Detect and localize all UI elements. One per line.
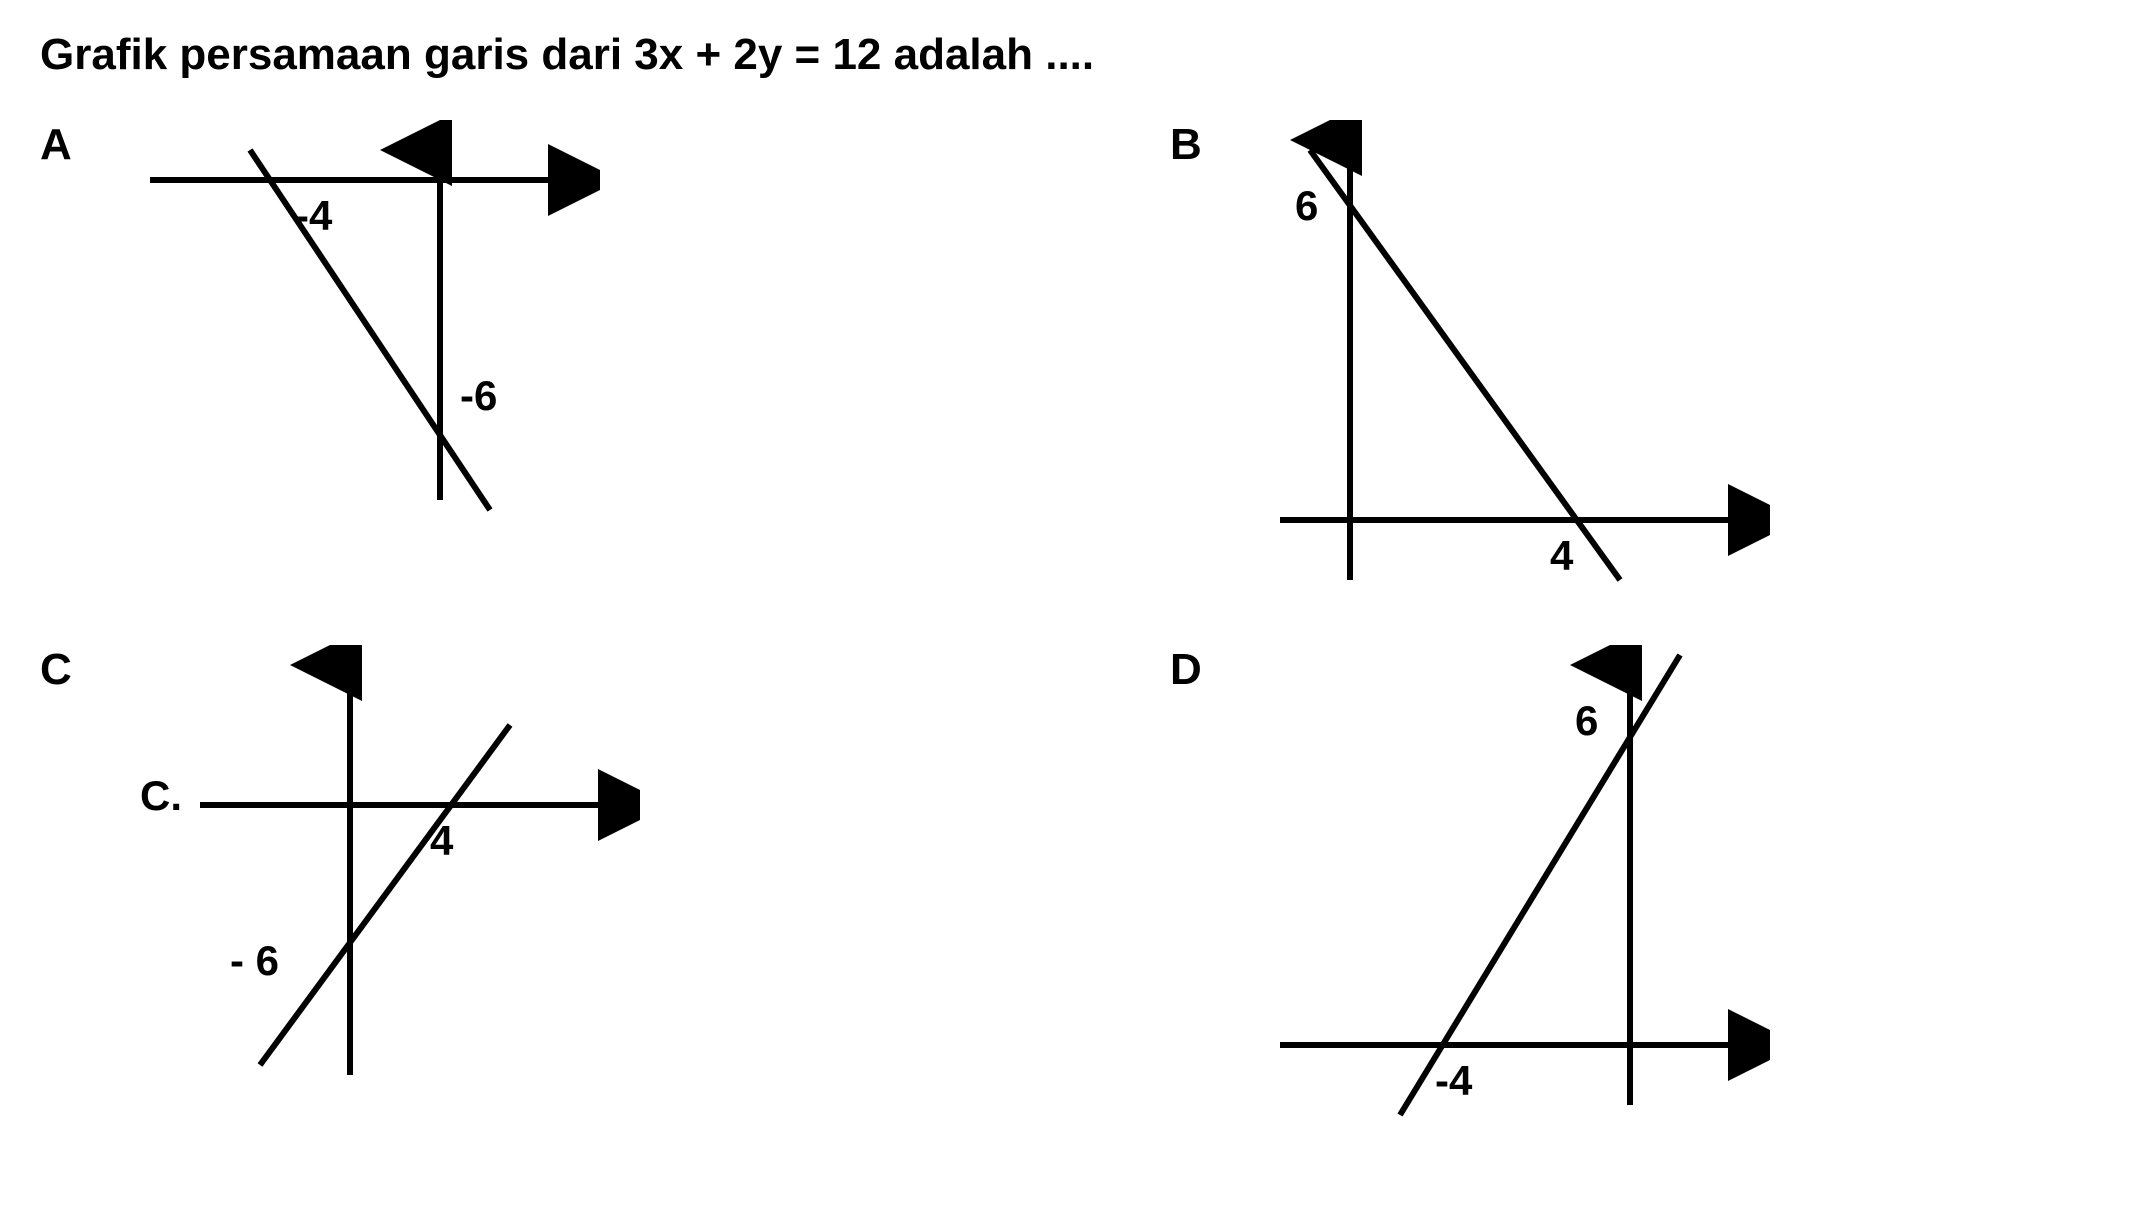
graph-a-xlabel: -4 bbox=[295, 192, 333, 239]
option-d-label: D bbox=[1170, 645, 1210, 695]
graph-a: -4 -6 bbox=[120, 120, 600, 525]
option-c: C C. 4 - 6 bbox=[40, 645, 970, 1130]
graph-c-ylabel: - 6 bbox=[230, 937, 279, 984]
option-a: A -4 -6 bbox=[40, 120, 970, 605]
option-d: D 6 -4 bbox=[1170, 645, 2100, 1130]
question-text: Grafik persamaan garis dari 3x + 2y = 12… bbox=[40, 30, 2100, 80]
option-a-label: A bbox=[40, 120, 80, 170]
graph-b-xlabel: 4 bbox=[1550, 532, 1574, 579]
option-b: B 6 4 bbox=[1170, 120, 2100, 605]
graph-b-ylabel: 6 bbox=[1295, 182, 1318, 229]
graph-d: 6 -4 bbox=[1250, 645, 1770, 1130]
graph-c: C. 4 - 6 bbox=[120, 645, 640, 1090]
option-c-label: C bbox=[40, 645, 80, 695]
graph-d-ylabel: 6 bbox=[1575, 697, 1598, 744]
option-b-label: B bbox=[1170, 120, 1210, 170]
graph-c-xlabel: 4 bbox=[430, 817, 454, 864]
graph-c-extra: C. bbox=[140, 772, 182, 819]
graph-d-xlabel: -4 bbox=[1435, 1057, 1473, 1104]
graph-b: 6 4 bbox=[1250, 120, 1770, 605]
graph-a-ylabel: -6 bbox=[460, 372, 497, 419]
options-grid: A -4 -6 bbox=[40, 120, 2100, 1130]
